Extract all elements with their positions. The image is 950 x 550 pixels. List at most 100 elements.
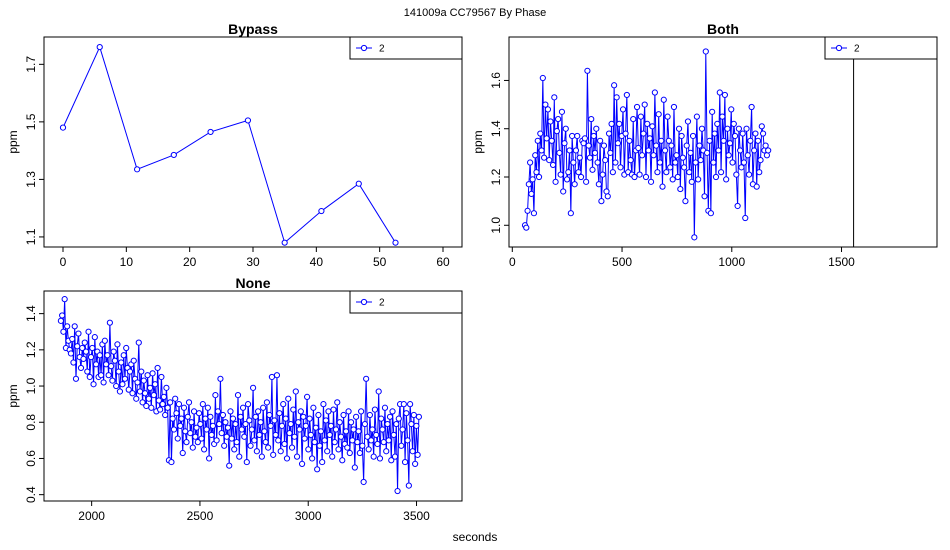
chart2-point-8 <box>67 350 75 357</box>
chart1-point-104 <box>654 169 661 176</box>
chart2-legend-label-0: 2 <box>379 298 385 309</box>
chart2-point-92 <box>173 410 180 417</box>
chart2-point-93 <box>174 435 181 442</box>
chart1-legend-label-0: 2 <box>854 44 860 55</box>
chart2-point-272 <box>399 426 406 433</box>
chart1-point-165 <box>731 132 739 140</box>
chart1-point-33 <box>563 176 571 183</box>
chart2-point-73 <box>149 370 156 377</box>
chart1-point-160 <box>725 152 732 159</box>
chart2-point-109 <box>194 439 201 446</box>
chart1-point-56 <box>593 125 600 132</box>
chart1-point-186 <box>758 123 765 130</box>
chart2-point-163 <box>262 439 269 446</box>
chart1-point-10 <box>534 137 541 144</box>
chart1-point-178 <box>748 103 755 111</box>
chart0-title: Bypass <box>228 21 278 37</box>
chart1-point-14 <box>539 74 546 82</box>
chart1-point-171 <box>739 130 746 137</box>
chart0-ytick-label-2: 1.5 <box>24 113 38 130</box>
chart2-point-97 <box>179 449 186 457</box>
chart2-point-262 <box>386 413 394 420</box>
chart1-point-36 <box>567 210 574 217</box>
chart2-point-154 <box>251 437 258 444</box>
chart2-point-285 <box>415 413 422 420</box>
chart1-point-162 <box>728 106 735 113</box>
chart1-point-28 <box>557 171 564 178</box>
chart2-point-232 <box>349 437 356 444</box>
chart0-xtick-label-5: 50 <box>373 255 387 269</box>
chart0-point-3 <box>170 151 177 159</box>
chart2-point-57 <box>129 390 136 397</box>
chart0-point-6 <box>281 239 288 246</box>
chart1-point-157 <box>721 91 728 99</box>
chart1-point-30 <box>560 188 567 195</box>
chart2-point-206 <box>316 442 323 449</box>
chart1-point-113 <box>665 137 672 144</box>
chart1-point-170 <box>738 164 745 171</box>
chart0-legend-label-0: 2 <box>379 44 385 55</box>
chart2-point-47 <box>116 388 124 395</box>
chart2-point-111 <box>197 420 204 428</box>
chart1-xtick-label-1: 500 <box>612 255 632 269</box>
chart1-point-180 <box>751 147 758 154</box>
chart1-point-108 <box>659 183 666 190</box>
chart2-point-227 <box>342 428 350 435</box>
chart1-point-167 <box>734 202 741 210</box>
chart1-point-174 <box>743 125 750 132</box>
chart2-point-177 <box>280 401 287 408</box>
chart1-point-123 <box>678 132 685 140</box>
chart2-point-117 <box>204 404 211 411</box>
chart2-point-140 <box>233 439 240 446</box>
chart2-point-115 <box>202 415 209 422</box>
chart2-point-148 <box>243 458 250 466</box>
panel-none: None ppm 2000 2500 3000 3500 0.4 0.6 0.8 1.0 1.2 1.… <box>6 275 463 523</box>
chart2-point-71 <box>146 384 154 391</box>
chart1-point-40 <box>572 147 580 154</box>
chart1-series-0 <box>521 48 772 241</box>
chart2-point-95 <box>177 422 184 429</box>
chart2-point-139 <box>232 420 239 428</box>
chart2-point-110 <box>195 410 203 417</box>
chart2-point-181 <box>285 395 292 402</box>
chart1-point-43 <box>576 154 583 161</box>
panel-both: Both ppm 0 500 1000 1500 1.0 1.2 1.4 1.6 2 <box>471 21 938 269</box>
chart1-point-27 <box>556 149 563 156</box>
chart2-point-37 <box>104 352 111 359</box>
chart1-point-18 <box>544 106 552 113</box>
chart2-point-25 <box>89 344 96 352</box>
chart2-point-175 <box>277 448 284 455</box>
chart2-point-180 <box>283 455 291 462</box>
chart1-point-152 <box>715 147 722 154</box>
chart2-point-26 <box>90 381 97 388</box>
chart1-point-29 <box>558 108 566 115</box>
chart1-point-159 <box>724 125 731 132</box>
chart2-point-91 <box>172 395 179 402</box>
chart1-point-114 <box>667 164 674 171</box>
chart2-point-116 <box>203 426 210 433</box>
chart2-point-254 <box>376 455 384 462</box>
chart2-point-223 <box>337 433 345 440</box>
chart1-ytick-label-0: 1.0 <box>489 217 503 234</box>
chart2-point-165 <box>265 444 272 451</box>
chart1-point-74 <box>616 120 623 128</box>
chart2-point-104 <box>188 419 195 426</box>
chart2-point-81 <box>159 401 166 408</box>
chart1-point-117 <box>670 103 678 111</box>
chart2-point-11 <box>71 323 78 330</box>
chart1-point-35 <box>566 147 573 154</box>
chart0-series-0 <box>59 43 399 246</box>
chart2-point-256 <box>379 426 386 433</box>
chart0-ytick-label-0: 1.1 <box>24 228 38 245</box>
chart2-point-162 <box>261 428 268 435</box>
chart1-point-60 <box>598 198 605 205</box>
chart1-point-156 <box>720 137 727 144</box>
chart1-point-95 <box>642 173 650 181</box>
chart2-point-179 <box>282 415 289 422</box>
chart1-point-41 <box>574 132 581 140</box>
chart0-xtick-label-1: 10 <box>120 255 134 269</box>
chart1-point-54 <box>590 132 597 140</box>
chart1-point-133 <box>691 234 698 241</box>
chart2-point-195 <box>302 422 309 429</box>
chart2-point-239 <box>358 408 365 415</box>
